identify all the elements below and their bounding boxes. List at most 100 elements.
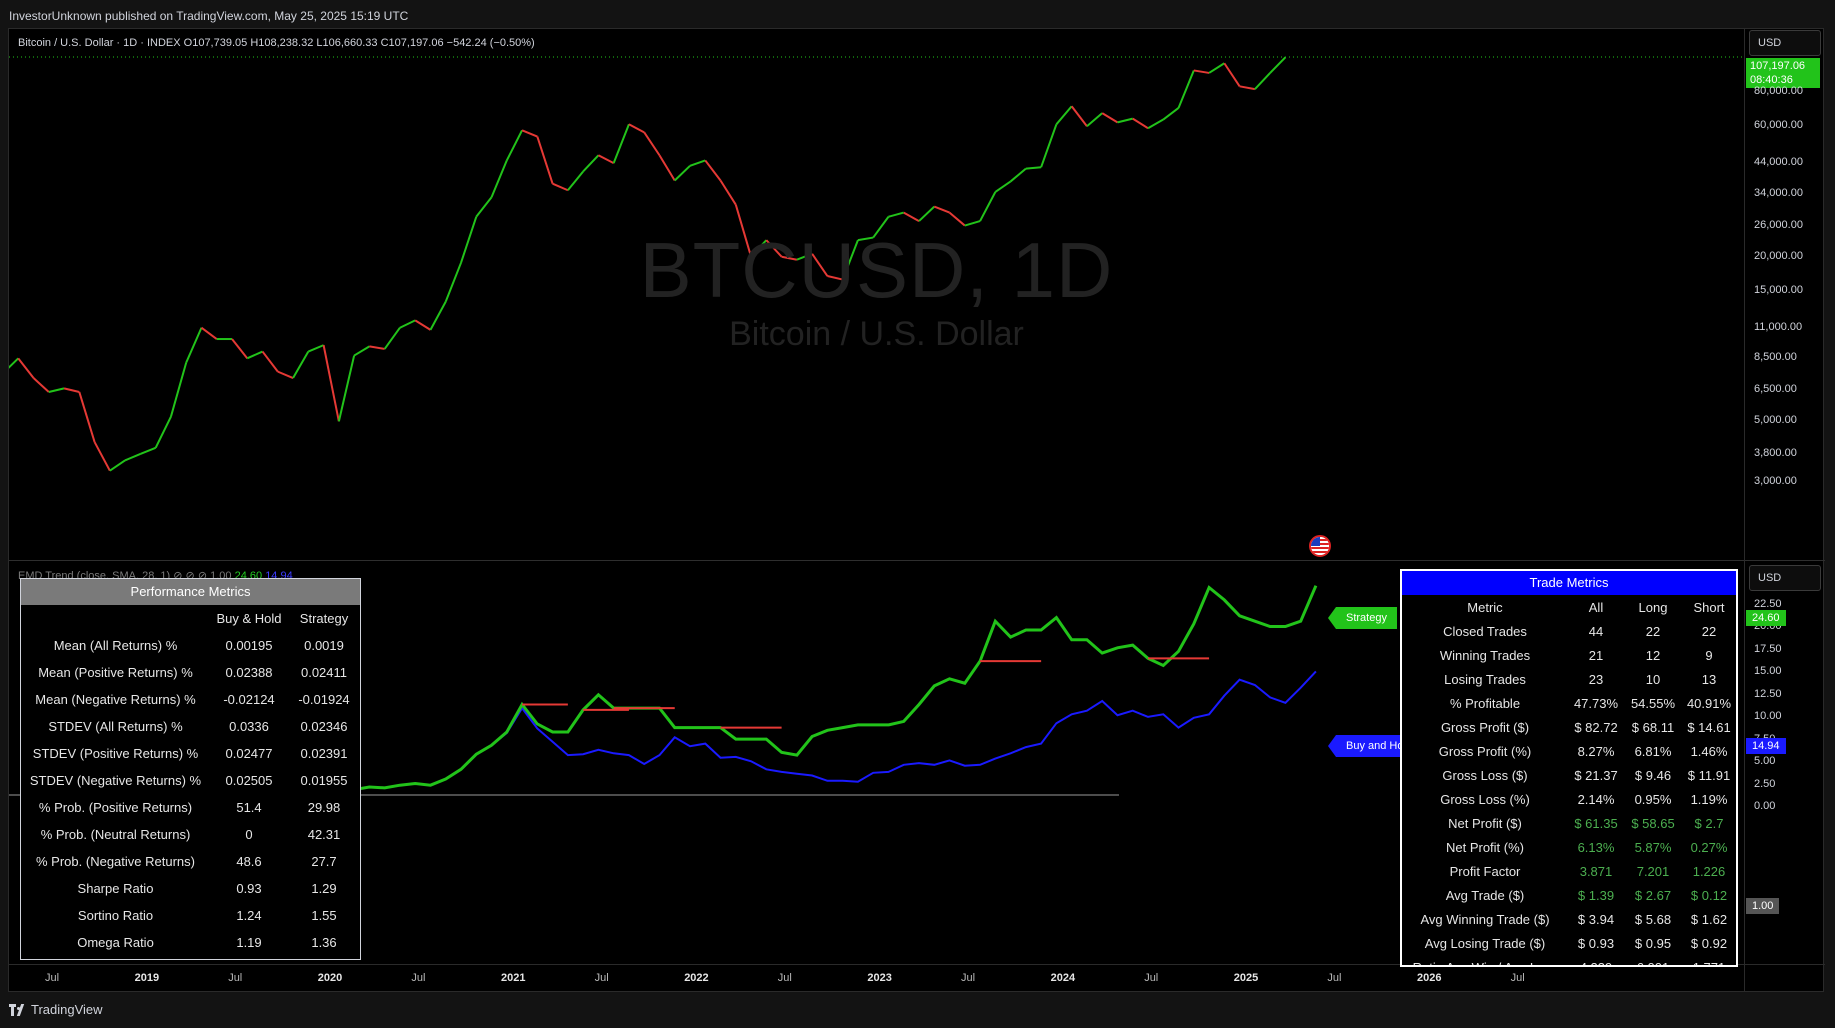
price-segment [658,154,676,182]
price-segment [1269,56,1287,74]
trade-cell: $ 0.12 [1690,887,1728,903]
strategy-series-tag: Strategy [1328,607,1397,629]
price-segment [292,351,310,379]
trade-cell: $ 61.35 [1574,815,1618,831]
trade-header-short: Short [1693,599,1725,615]
us-flag-icon[interactable] [1309,535,1331,557]
indicator-axis-label: 0.00 [1754,800,1776,812]
price-axis-label: 3,000.00 [1754,475,1797,487]
price-segment [261,350,279,373]
perf-row: % Prob. (Neutral Returns) 0 42.31 [21,821,360,848]
trade-cell: 0.27% [1690,839,1728,855]
perf-cell: 0.02505 [225,773,273,788]
trade-cell: Profit Factor [1449,863,1521,879]
price-segment [597,154,615,164]
perf-cell: 27.7 [311,854,337,869]
trade-cell: $ 1.62 [1690,911,1728,927]
price-segment [521,129,538,138]
bar-countdown: 08:40:36 [1750,74,1793,86]
price-segment [582,154,600,173]
perf-row: Sharpe Ratio 0.93 1.29 [21,875,360,902]
trade-cell: Closed Trades [1443,623,1527,639]
trade-cell: Avg Trade ($) [1445,887,1525,903]
price-segment [1193,69,1210,74]
price-segment [933,205,950,214]
perf-cell: Mean (All Returns) % [53,638,178,653]
price-segment [1239,85,1256,91]
indicator-currency-button[interactable]: USD [1749,565,1821,591]
trade-cell: Ratio Avg Win / Avg Loss [1412,959,1558,967]
perf-cell: 0.02388 [225,665,273,680]
perf-cell: % Prob. (Negative Returns) [36,854,195,869]
price-segment [140,446,157,455]
trade-row: Avg Losing Trade ($) $ 0.93 $ 0.95 $ 0.92 [1402,931,1736,955]
chart-frame[interactable]: BTCUSD, 1D Bitcoin / U.S. Dollar Bitcoin… [8,28,1825,992]
time-axis-label: Jul [1510,972,1525,984]
perf-header-buyhold: Buy & Hold [216,611,282,626]
perf-row: Mean (Positive Returns) % 0.02388 0.02411 [21,659,360,686]
time-axis-label: Jul [1144,972,1159,984]
trade-cell: $ 1.39 [1577,887,1615,903]
chart-canvas[interactable] [9,29,1744,991]
trade-cell: 54.55% [1630,695,1676,711]
symbol-legend[interactable]: Bitcoin / U.S. Dollar · 1D · INDEX O107,… [18,37,535,49]
trade-cell: 6.001 [1636,959,1670,967]
price-segment [704,159,722,182]
trade-row: % Profitable 47.73% 54.55% 40.91% [1402,691,1736,715]
price-segment [841,239,859,280]
price-axis-label: 3,800.00 [1754,446,1797,459]
trade-row: Gross Profit (%) 8.27% 6.81% 1.46% [1402,739,1736,763]
perf-cell: % Prob. (Neutral Returns) [40,827,191,842]
price-axis-label: 8,500.00 [1754,351,1797,364]
perf-cell: 0.00195 [225,638,273,653]
trade-row: Avg Winning Trade ($) $ 3.94 $ 5.68 $ 1.62 [1402,907,1736,931]
footer-brand: TradingView [31,1002,103,1017]
strategy-series-line [338,585,1318,797]
perf-row: Mean (Negative Returns) % -0.02124 -0.0192… [21,686,360,713]
price-segment [399,319,416,329]
price-axis-label: 15,000.00 [1754,283,1803,296]
pane-divider[interactable] [9,560,1825,561]
trade-cell: $ 0.93 [1577,935,1615,951]
trade-header-long: Long [1638,599,1668,615]
perf-cell: 1.19 [236,935,262,950]
indicator-axis-label: 22.50 [1754,597,1782,610]
trade-cell: 4.239 [1579,959,1613,967]
perf-row: STDEV (Negative Returns) % 0.02505 0.01955 [21,767,360,794]
price-axis-border [1744,29,1745,991]
perf-cell: 1.55 [311,908,337,923]
price-segment [414,319,431,331]
trade-cell: $ 0.95 [1634,935,1672,951]
price-segment [734,204,753,258]
trade-cell: 9 [1705,647,1713,663]
trade-row: Losing Trades 23 10 13 [1402,667,1736,691]
trade-metrics-table: Trade Metrics Metric All Long Short Clos… [1400,569,1738,967]
price-segment [1117,117,1133,124]
performance-header-row: Buy & Hold Strategy [21,605,360,632]
trade-cell: $ 82.72 [1574,719,1618,735]
perf-cell: 1.24 [236,908,262,923]
trade-cell: $ 58.65 [1631,815,1675,831]
indicator-axis-label: 10.00 [1754,710,1782,722]
price-segment [796,252,813,261]
trade-row: Net Profit ($) $ 61.35 $ 58.65 $ 2.7 [1402,811,1736,835]
price-segment [1101,112,1118,124]
trade-cell: $ 5.68 [1634,911,1672,927]
perf-row: % Prob. (Negative Returns) 48.6 27.7 [21,848,360,875]
price-segment [1009,167,1027,183]
price-segment [78,391,96,443]
trade-cell: 23 [1588,671,1604,687]
perf-cell: 0.0019 [304,638,344,653]
price-segment [1162,107,1180,121]
price-segment [124,453,141,462]
price-axis-label: 6,500.00 [1754,383,1797,396]
price-segment [643,131,661,156]
price-segment [903,211,920,222]
trade-cell: Avg Winning Trade ($) [1420,911,1550,927]
price-currency-button[interactable]: USD [1749,30,1821,56]
price-segment [536,136,554,184]
price-segment [185,327,203,364]
trade-cell: $ 14.61 [1687,719,1731,735]
trade-cell: 1.226 [1692,863,1726,879]
footer[interactable]: TradingView [9,1002,103,1017]
